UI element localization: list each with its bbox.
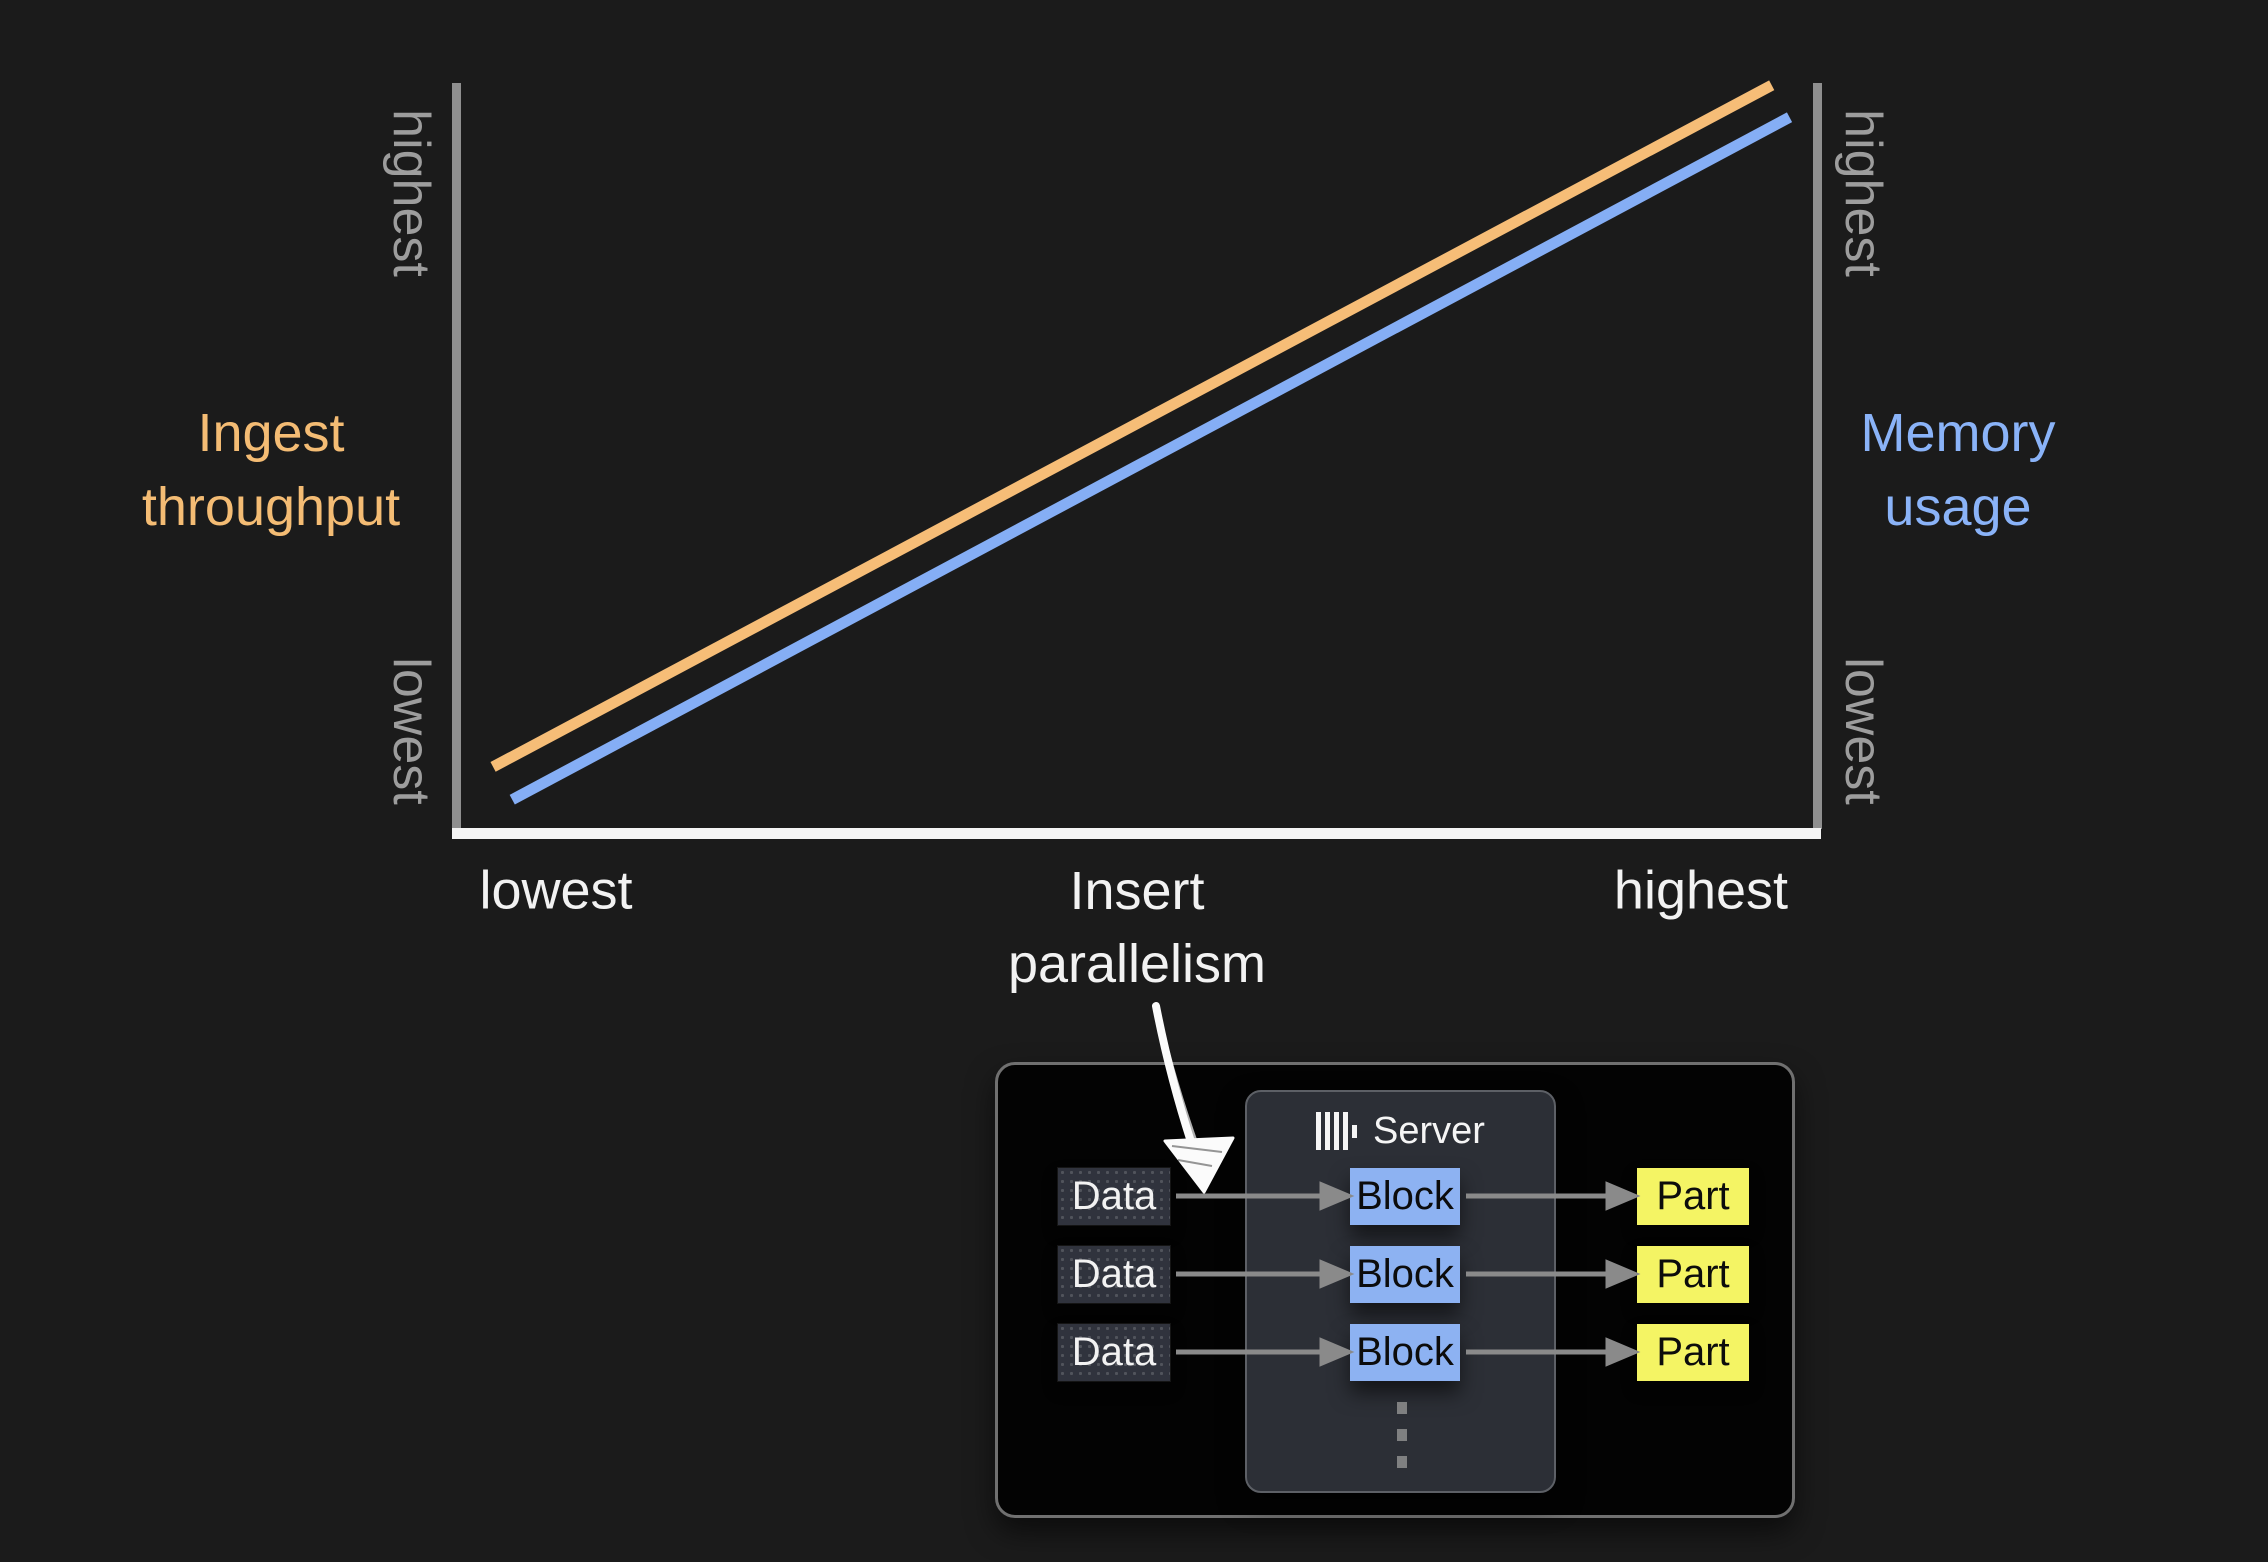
ingest-throughput-line [490,80,1775,772]
right-axis-title-line2: usage [1884,477,2032,537]
clickhouse-logo-icon [1316,1111,1358,1151]
right-axis-title-line1: Memory [1860,403,2056,463]
ellipsis-dot [1397,1456,1407,1468]
left-axis-title-line2: throughput [141,477,401,537]
data-node-1: Data [1057,1167,1171,1226]
x-tick-highest: highest [1613,860,1789,921]
block-node-2: Block [1350,1246,1460,1303]
data-node-2: Data [1057,1245,1171,1304]
right-axis-tick-highest: highest [1834,109,1892,277]
right-y-axis [1813,83,1822,829]
data-node-3: Data [1057,1323,1171,1382]
memory-usage-line [509,112,1793,805]
right-axis-title: Memory usage [1860,396,2055,544]
x-axis-title: Insert parallelism [1008,855,1266,1001]
block-node-3: Block [1350,1324,1460,1381]
left-y-axis [452,83,461,829]
server-label: Server [1373,1109,1485,1152]
part-node-3: Part [1637,1324,1749,1381]
part-node-2: Part [1637,1246,1749,1303]
block-node-1: Block [1350,1168,1460,1225]
ellipsis-dot [1397,1402,1407,1414]
left-axis-tick-highest: highest [382,109,440,277]
left-axis-tick-lowest: lowest [382,657,440,805]
x-axis [452,828,1821,839]
x-axis-title-line1: Insert [1069,861,1205,921]
left-axis-title-line1: Ingest [197,403,345,463]
left-axis-title: Ingest throughput [142,396,400,544]
server-header: Server [1245,1108,1556,1154]
x-axis-title-line2: parallelism [1007,934,1267,994]
right-axis-tick-lowest: lowest [1834,657,1892,805]
ellipsis-dot [1397,1429,1407,1441]
part-node-1: Part [1637,1168,1749,1225]
x-tick-lowest: lowest [479,860,633,921]
